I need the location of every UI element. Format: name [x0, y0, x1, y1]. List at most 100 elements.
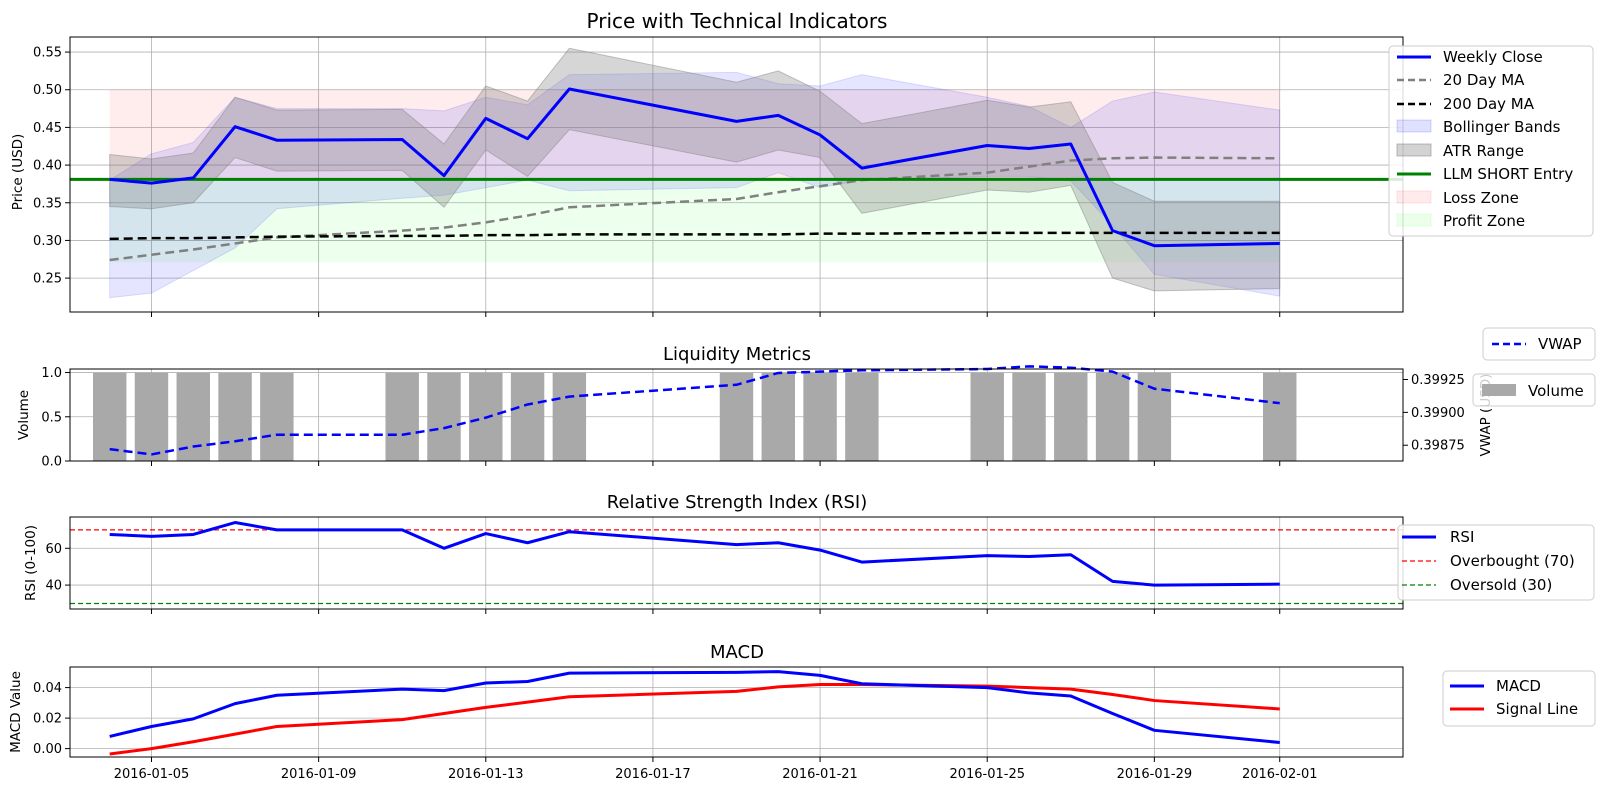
liquidity-y2-tick-label: 0.39900 [1411, 406, 1465, 421]
vwap-line [109, 365, 1280, 456]
20-day-ma-line [109, 156, 1280, 262]
volume-bar [761, 372, 796, 461]
price-y-tick-label: 0.35 [33, 196, 62, 211]
liquidity-y2-tick-label: 0.39925 [1411, 373, 1465, 388]
volume-bar [1263, 372, 1297, 461]
bollinger-bands-area [109, 71, 1281, 299]
volume-bar [719, 372, 754, 461]
price-legend-box [1388, 45, 1594, 237]
volume-bar [552, 372, 587, 461]
profit-zone-area [109, 179, 1280, 263]
x-tick-label: 2016-02-01 [1242, 767, 1318, 782]
macd-chart-title: MACD [710, 642, 764, 663]
volume-bar [134, 372, 169, 461]
loss-zone-area [109, 89, 1280, 180]
legend-label-20-day-ma: 20 Day MA [1443, 71, 1525, 89]
volume-bar [427, 372, 461, 461]
x-tick-label: 2016-01-29 [1117, 767, 1193, 782]
x-axis-ticks: 2016-01-05 2016-01-09 2016-01-13 2016-01-17… [114, 767, 1318, 782]
rsi-legend: RSI Overbought (70) Oversold (30) [1397, 524, 1595, 601]
price-chart-title: Price with Technical Indicators [587, 9, 888, 33]
volume-legend-box [1472, 373, 1596, 407]
price-y-tick-label: 0.55 [33, 46, 62, 61]
rsi-y-tick-label: 60 [45, 542, 62, 557]
macd-y-tick-label: 0.04 [33, 681, 62, 696]
x-tick-label: 2016-01-09 [281, 767, 357, 782]
volume-bar [970, 372, 1004, 461]
legend-label-atr-range: ATR Range [1443, 142, 1524, 160]
macd-axes-frame [69, 666, 1404, 758]
price-legend: Weekly Close 20 Day MA 200 Day MA Bollin… [1388, 45, 1594, 237]
x-tick-label: 2016-01-17 [615, 767, 691, 782]
legend-key-atr-range [1396, 143, 1432, 157]
legend-label-bollinger-bands: Bollinger Bands [1443, 118, 1561, 136]
macd-y-axis-label: MACD Value [8, 671, 24, 753]
vwap-legend-box [1482, 327, 1596, 361]
liquidity-axes-frame [69, 368, 1404, 462]
x-tick-label: 2016-01-13 [448, 767, 524, 782]
volume-bar [803, 372, 837, 461]
weekly-close-line [109, 87, 1280, 248]
legend-key-profit-zone [1396, 213, 1432, 227]
200-day-ma-line [109, 231, 1280, 241]
panel-macd: 0.00 0.02 0.04 MACD MACD Value MACD Signal… [8, 642, 1596, 762]
legend-key-loss-zone [1396, 190, 1432, 204]
price-y-tick-label: 0.50 [33, 83, 62, 98]
x-tick-label: 2016-01-21 [782, 767, 858, 782]
legend-label-vwap: VWAP [1538, 335, 1582, 353]
volume-bar [260, 372, 294, 461]
liquidity-y-axis-label: Volume [16, 390, 32, 440]
macd-y-tick-label: 0.00 [33, 742, 62, 757]
liquidity-chart-title: Liquidity Metrics [663, 344, 811, 365]
volume-bar [1012, 372, 1046, 461]
price-y-tick-label: 0.25 [33, 272, 62, 287]
panel-liquidity: 0.0 0.5 1.0 0.39875 0.39900 0.39925 Liquidity… [16, 327, 1596, 470]
volume-bar [385, 372, 419, 461]
legend-label-weekly-close: Weekly Close [1443, 48, 1543, 66]
legend-label-llm-short-entry: LLM SHORT Entry [1443, 165, 1573, 183]
liquidity-y-tick-label: 0.0 [41, 455, 62, 470]
macd-legend: MACD Signal Line [1442, 670, 1596, 727]
legend-label-overbought: Overbought (70) [1450, 552, 1575, 570]
liquidity-y-tick-label: 1.0 [41, 366, 62, 381]
vwap-legend: VWAP [1482, 327, 1596, 361]
volume-legend: Volume [1472, 373, 1596, 407]
rsi-line [109, 521, 1280, 587]
legend-label-macd: MACD [1496, 677, 1541, 695]
x-tick-label: 2016-01-05 [114, 767, 190, 782]
rsi-chart-title: Relative Strength Index (RSI) [607, 492, 867, 513]
volume-bar [1137, 372, 1172, 461]
rsi-y-axis-label: RSI (0-100) [23, 525, 39, 601]
volume-bar [1095, 372, 1130, 461]
x-tick-label: 2016-01-25 [949, 767, 1025, 782]
legend-label-loss-zone: Loss Zone [1443, 189, 1519, 207]
liquidity-y-tick-label: 0.5 [41, 410, 62, 425]
panel-price: 0.25 0.30 0.35 0.40 0.45 0.50 0.55 Price with … [10, 9, 1594, 317]
volume-bar [510, 372, 545, 461]
volume-bar [1054, 372, 1088, 461]
legend-label-profit-zone: Profit Zone [1443, 212, 1525, 230]
volume-bar [845, 372, 879, 461]
legend-label-signal-line: Signal Line [1496, 700, 1578, 718]
macd-y-tick-label: 0.02 [33, 712, 62, 727]
panel-rsi: 40 60 Relative Strength Index (RSI) RSI (… [23, 492, 1595, 614]
rsi-legend-box [1397, 524, 1595, 601]
volume-bar [218, 372, 252, 461]
legend-label-rsi: RSI [1450, 528, 1474, 546]
legend-label-volume: Volume [1528, 382, 1584, 400]
liquidity-y2-tick-label: 0.39875 [1411, 439, 1465, 454]
price-y-axis-label: Price (USD) [10, 134, 26, 211]
volume-bar [92, 372, 127, 461]
rsi-y-tick-label: 40 [45, 579, 62, 594]
price-y-tick-label: 0.45 [33, 121, 62, 136]
legend-key-bollinger-bands [1396, 119, 1432, 133]
price-y-tick-label: 0.30 [33, 234, 62, 249]
signal-line [109, 683, 1280, 756]
legend-label-200-day-ma: 200 Day MA [1443, 95, 1535, 113]
macd-line [109, 670, 1280, 745]
price-y-tick-label: 0.40 [33, 159, 62, 174]
legend-label-oversold: Oversold (30) [1450, 576, 1552, 594]
legend-key-volume [1482, 384, 1516, 396]
atr-range-area [109, 47, 1281, 292]
